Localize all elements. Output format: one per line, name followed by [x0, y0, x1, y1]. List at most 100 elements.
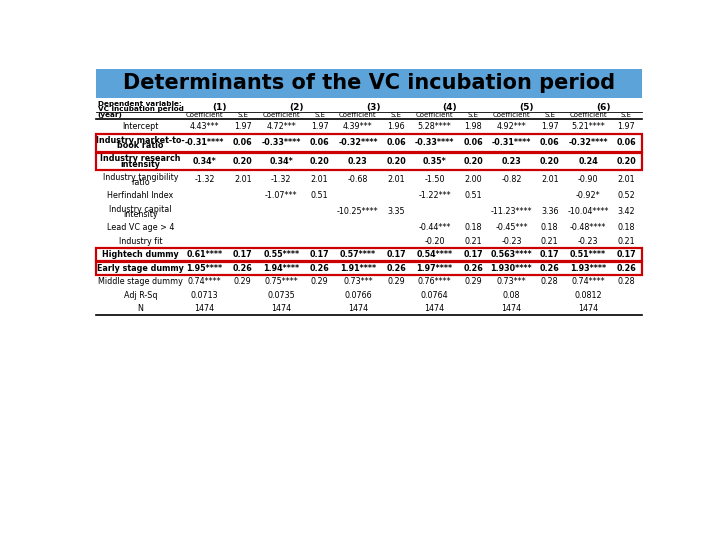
Text: 5.28****: 5.28****	[418, 123, 451, 131]
Text: S.E: S.E	[544, 112, 555, 118]
Text: 0.29: 0.29	[311, 277, 328, 286]
Text: 0.26: 0.26	[310, 264, 330, 273]
Text: 2.01: 2.01	[387, 176, 405, 185]
Text: 0.06: 0.06	[387, 138, 406, 147]
Text: -1.32: -1.32	[194, 176, 215, 185]
Text: 0.18: 0.18	[541, 224, 559, 232]
Text: 1474: 1474	[348, 304, 368, 313]
Text: S.E: S.E	[314, 112, 325, 118]
Text: -1.22***: -1.22***	[418, 191, 451, 200]
Text: 0.26: 0.26	[540, 264, 559, 273]
Text: Middle stage dummy: Middle stage dummy	[98, 277, 183, 286]
Text: 2.01: 2.01	[618, 176, 635, 185]
Text: 0.0766: 0.0766	[344, 291, 372, 300]
Text: -1.32: -1.32	[271, 176, 292, 185]
Text: (4): (4)	[443, 104, 457, 112]
Text: (3): (3)	[366, 104, 380, 112]
Text: 0.35*: 0.35*	[423, 157, 446, 166]
Text: 0.17: 0.17	[616, 251, 636, 259]
Bar	[96, 153, 642, 170]
Text: 1474: 1474	[501, 304, 521, 313]
Text: 0.0812: 0.0812	[575, 291, 602, 300]
Text: 5.21****: 5.21****	[571, 123, 605, 131]
Text: -0.68: -0.68	[348, 176, 368, 185]
Text: 1.94****: 1.94****	[263, 264, 300, 273]
Text: -0.33****: -0.33****	[415, 138, 454, 147]
Text: 0.26: 0.26	[463, 264, 483, 273]
Text: 1474: 1474	[271, 304, 292, 313]
Text: S.E: S.E	[467, 112, 479, 118]
Text: 0.51****: 0.51****	[570, 251, 606, 259]
Text: 0.0764: 0.0764	[420, 291, 449, 300]
Text: Coefficient: Coefficient	[570, 112, 607, 118]
Text: S.E: S.E	[391, 112, 402, 118]
Text: VC incubation period: VC incubation period	[98, 106, 184, 112]
Text: 0.57****: 0.57****	[340, 251, 376, 259]
Text: Coefficient: Coefficient	[416, 112, 454, 118]
Text: 3.42: 3.42	[618, 207, 635, 217]
Text: 0.55****: 0.55****	[263, 251, 300, 259]
Text: -10.04****: -10.04****	[567, 207, 609, 217]
Text: 1.91****: 1.91****	[340, 264, 376, 273]
Text: 0.29: 0.29	[234, 277, 252, 286]
Text: -1.07***: -1.07***	[265, 191, 297, 200]
Bar	[96, 262, 642, 275]
Text: 0.74****: 0.74****	[571, 277, 605, 286]
Text: Industry research: Industry research	[100, 154, 181, 163]
Text: -0.23: -0.23	[501, 237, 521, 246]
Text: Dependent variable:: Dependent variable:	[98, 101, 181, 107]
Text: 0.74****: 0.74****	[188, 277, 221, 286]
Text: -0.20: -0.20	[424, 237, 445, 246]
Text: -0.23: -0.23	[578, 237, 598, 246]
Text: -10.25****: -10.25****	[337, 207, 379, 217]
Text: 0.28: 0.28	[618, 277, 635, 286]
Text: 4.43***: 4.43***	[189, 123, 219, 131]
Text: -1.50: -1.50	[424, 176, 445, 185]
Text: 0.29: 0.29	[464, 277, 482, 286]
Text: 0.17: 0.17	[540, 251, 559, 259]
Text: 1474: 1474	[578, 304, 598, 313]
Text: 1.97: 1.97	[618, 123, 635, 131]
Text: 0.20: 0.20	[310, 157, 330, 166]
Text: Industry market-to-: Industry market-to-	[96, 136, 185, 145]
Text: ratio: ratio	[131, 178, 150, 187]
Text: S.E: S.E	[238, 112, 248, 118]
Text: -0.45***: -0.45***	[495, 224, 528, 232]
Text: -11.23****: -11.23****	[490, 207, 532, 217]
Text: 0.51: 0.51	[311, 191, 328, 200]
Text: Industry capital: Industry capital	[109, 205, 171, 214]
Text: 0.54****: 0.54****	[417, 251, 453, 259]
Text: 3.35: 3.35	[387, 207, 405, 217]
Text: 0.21: 0.21	[464, 237, 482, 246]
Text: Industry tangibility: Industry tangibility	[103, 173, 178, 182]
Text: 0.24: 0.24	[578, 157, 598, 166]
Text: -0.33****: -0.33****	[261, 138, 301, 147]
Text: N: N	[138, 304, 143, 313]
Text: 0.26: 0.26	[387, 264, 406, 273]
Text: -0.31****: -0.31****	[492, 138, 531, 147]
Text: 0.18: 0.18	[464, 224, 482, 232]
Text: 1.97****: 1.97****	[417, 264, 453, 273]
Text: 0.34*: 0.34*	[192, 157, 216, 166]
Text: (year): (year)	[98, 112, 122, 118]
Text: 0.21: 0.21	[618, 237, 635, 246]
Text: 0.17: 0.17	[310, 251, 329, 259]
Text: 0.61****: 0.61****	[186, 251, 222, 259]
Text: (1): (1)	[212, 104, 227, 112]
Text: 1.930****: 1.930****	[490, 264, 532, 273]
Text: 0.20: 0.20	[540, 157, 559, 166]
Text: -0.31****: -0.31****	[185, 138, 224, 147]
Bar	[96, 134, 642, 152]
Text: 0.75****: 0.75****	[264, 277, 298, 286]
Text: Industry fit: Industry fit	[119, 237, 162, 246]
Text: 1.97: 1.97	[541, 123, 559, 131]
Text: 0.18: 0.18	[618, 224, 635, 232]
Text: 1474: 1474	[425, 304, 445, 313]
Text: 0.20: 0.20	[616, 157, 636, 166]
Text: -0.90: -0.90	[578, 176, 598, 185]
Text: -0.32****: -0.32****	[338, 138, 378, 147]
Text: Herfindahl Index: Herfindahl Index	[107, 191, 174, 200]
Text: 0.17: 0.17	[463, 251, 483, 259]
Text: 0.20: 0.20	[387, 157, 406, 166]
Text: 0.17: 0.17	[387, 251, 406, 259]
